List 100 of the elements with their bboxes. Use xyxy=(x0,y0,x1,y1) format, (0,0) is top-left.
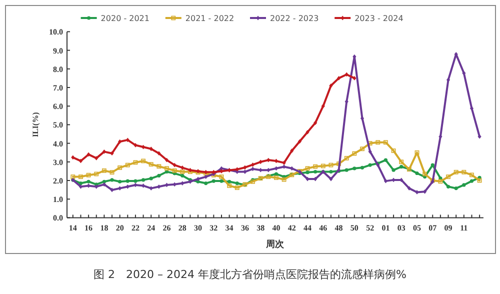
point xyxy=(352,151,357,156)
caption: 图 2 2020 – 2024 年度北方省份哨点医院报告的流感样病例% xyxy=(94,268,406,281)
point xyxy=(118,165,122,170)
point xyxy=(70,174,76,179)
point xyxy=(462,170,466,174)
point xyxy=(344,156,349,160)
point xyxy=(125,162,130,168)
point xyxy=(344,72,348,77)
point xyxy=(94,172,99,176)
point xyxy=(149,176,153,180)
x-tick-label: 05 xyxy=(412,224,421,233)
point xyxy=(164,166,169,171)
point xyxy=(134,179,138,183)
y-tick-label: 8.0 xyxy=(53,64,63,74)
x-tick-label: 46 xyxy=(319,224,328,233)
point xyxy=(204,181,208,186)
y-tick-label: 5.0 xyxy=(53,120,63,130)
point xyxy=(110,178,114,182)
point xyxy=(328,162,334,168)
point xyxy=(78,158,83,164)
point xyxy=(110,170,114,175)
x-tick-label: 40 xyxy=(272,224,280,233)
point xyxy=(400,164,404,169)
x-tick-label: 18 xyxy=(100,224,108,233)
x-tick-label: 11 xyxy=(460,224,468,233)
point xyxy=(462,70,466,76)
point xyxy=(462,183,466,187)
x-tick-label: 20 xyxy=(116,224,124,233)
point xyxy=(134,142,138,148)
point xyxy=(400,178,404,182)
point xyxy=(415,190,419,194)
point xyxy=(110,151,114,156)
point xyxy=(102,149,106,154)
x-tick-label: 34 xyxy=(225,224,234,233)
point xyxy=(94,184,98,189)
line-series xyxy=(71,52,482,194)
x-tick-label: 01 xyxy=(382,224,390,233)
point xyxy=(157,151,161,156)
point xyxy=(314,176,318,182)
point xyxy=(228,180,232,184)
point xyxy=(220,169,224,174)
x-tick-label: 42 xyxy=(288,224,296,233)
point xyxy=(321,104,325,108)
point xyxy=(329,176,333,182)
y-axis-title: ILI(%) xyxy=(31,112,40,138)
point xyxy=(298,139,302,144)
x-tick-label: 09 xyxy=(444,224,452,233)
x-tick-label: 24 xyxy=(147,224,156,233)
point xyxy=(438,179,443,184)
point xyxy=(156,164,162,169)
x-axis-title: 周次 xyxy=(265,239,286,250)
y-tick-label: 2.0 xyxy=(53,176,63,186)
point xyxy=(454,170,458,174)
point xyxy=(314,170,318,174)
point xyxy=(157,184,161,189)
point xyxy=(352,166,356,170)
x-tick-label: 36 xyxy=(240,224,249,233)
legend-label: 2022 - 2023 xyxy=(270,14,319,23)
x-tick-label: 30 xyxy=(194,224,202,233)
point xyxy=(141,144,146,150)
point xyxy=(86,172,91,178)
point xyxy=(446,174,450,179)
point xyxy=(148,162,154,167)
x-tick-label: 48 xyxy=(334,224,343,233)
point xyxy=(86,180,90,184)
x-tick-label: 38 xyxy=(256,224,265,233)
point xyxy=(344,168,348,172)
point xyxy=(329,170,333,174)
point xyxy=(134,182,138,188)
point xyxy=(282,177,286,182)
point xyxy=(407,186,411,191)
y-tick-label: 7.0 xyxy=(53,84,63,92)
point xyxy=(78,174,83,179)
point xyxy=(86,184,90,188)
point xyxy=(399,160,404,164)
point xyxy=(180,174,184,178)
point xyxy=(227,184,232,188)
point xyxy=(172,168,177,173)
point xyxy=(157,174,161,178)
point xyxy=(306,130,310,134)
point xyxy=(422,172,428,176)
point xyxy=(102,182,106,187)
x-tick-label: 44 xyxy=(304,224,312,233)
point xyxy=(86,152,90,157)
point xyxy=(320,164,326,168)
x-tick-label: 07 xyxy=(428,224,437,233)
point xyxy=(415,171,419,176)
point xyxy=(180,165,184,170)
x-tick-label: 26 xyxy=(162,224,171,233)
point xyxy=(391,148,396,153)
point xyxy=(141,158,146,164)
point xyxy=(234,186,240,190)
point xyxy=(376,140,380,145)
point xyxy=(110,188,114,192)
point xyxy=(250,162,255,167)
y-tick-label: 6.0 xyxy=(53,102,63,112)
point xyxy=(219,174,224,179)
point xyxy=(126,184,130,189)
point xyxy=(414,150,420,155)
point xyxy=(384,140,388,145)
